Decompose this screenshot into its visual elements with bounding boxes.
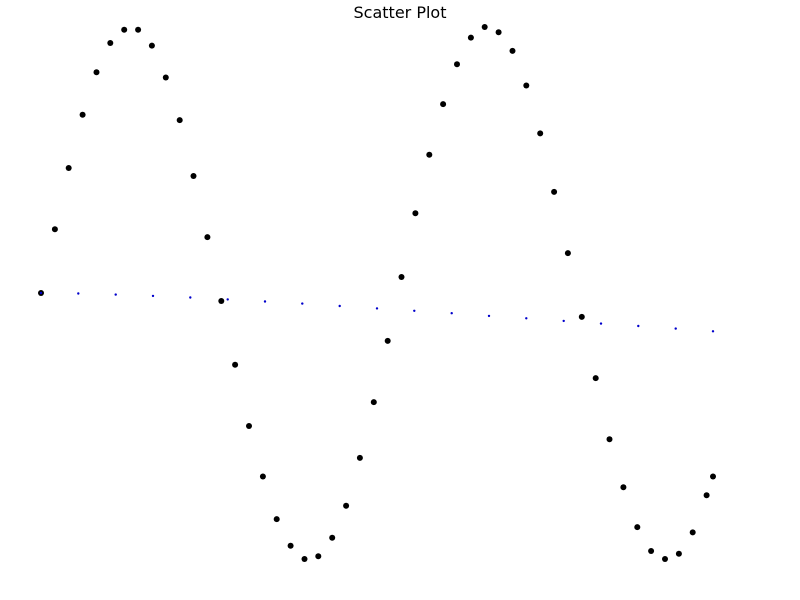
series-2-point bbox=[637, 324, 640, 328]
series-1-point bbox=[412, 210, 419, 217]
series-1-point bbox=[523, 82, 530, 89]
series-1-point bbox=[634, 524, 641, 531]
series-1-point bbox=[301, 556, 308, 562]
series-1-point bbox=[398, 274, 405, 280]
series-1-point bbox=[551, 188, 558, 195]
series-1-point bbox=[246, 423, 252, 429]
series-2-point bbox=[375, 307, 379, 310]
series-1-point bbox=[79, 111, 86, 118]
series-1-point bbox=[648, 548, 655, 554]
series-2-point bbox=[226, 298, 229, 301]
series-1-point bbox=[65, 165, 72, 171]
series-1-point bbox=[204, 234, 211, 241]
series-2-point bbox=[263, 300, 267, 303]
series-1-point bbox=[107, 40, 114, 46]
series-1-point bbox=[232, 361, 239, 368]
series-1-point bbox=[592, 375, 599, 382]
series-1-point bbox=[329, 534, 336, 541]
series-1-point bbox=[620, 484, 627, 491]
series-2-point bbox=[189, 296, 192, 299]
series-2-point bbox=[711, 330, 715, 333]
series-1-point bbox=[218, 298, 225, 304]
series-2-point bbox=[450, 312, 453, 315]
series-1-point bbox=[162, 74, 169, 81]
series-2 bbox=[39, 291, 715, 333]
series-2-point bbox=[562, 319, 565, 323]
series-1-point bbox=[190, 173, 197, 179]
series-1-point bbox=[356, 454, 363, 461]
series-1-point bbox=[176, 117, 183, 124]
series-2-point bbox=[525, 317, 528, 320]
series-1-point bbox=[703, 492, 710, 499]
series-1-point bbox=[495, 29, 502, 36]
series-1-point bbox=[440, 101, 447, 108]
series-1-point bbox=[710, 473, 716, 480]
series-1-point bbox=[606, 436, 613, 443]
series-1-point bbox=[454, 61, 460, 68]
series-1-point bbox=[578, 313, 585, 320]
series-2-point bbox=[114, 293, 117, 296]
series-1-point bbox=[467, 34, 474, 41]
series-1-point bbox=[675, 550, 682, 557]
series-2-point bbox=[338, 304, 341, 308]
series-1-point bbox=[273, 516, 280, 523]
series-1-point bbox=[481, 24, 488, 30]
series-2-point bbox=[151, 294, 155, 298]
series-1-point bbox=[121, 26, 128, 33]
plot-area bbox=[38, 24, 716, 562]
series-1-point bbox=[315, 553, 322, 560]
series-1-point bbox=[537, 130, 544, 137]
series-1 bbox=[38, 24, 716, 562]
series-2-point bbox=[301, 302, 304, 305]
series-1-point bbox=[689, 529, 696, 536]
series-1-point bbox=[287, 542, 294, 549]
series-1-point bbox=[426, 151, 433, 158]
series-1-point bbox=[51, 226, 58, 233]
chart-title: Scatter Plot bbox=[353, 3, 447, 22]
series-2-point bbox=[77, 292, 80, 295]
series-1-point bbox=[259, 473, 266, 480]
series-2-point bbox=[39, 291, 43, 295]
series-1-point bbox=[148, 42, 155, 49]
series-1-point bbox=[564, 250, 571, 257]
series-1-point bbox=[135, 26, 142, 33]
series-1-point bbox=[384, 337, 391, 344]
series-1-point bbox=[509, 47, 516, 54]
series-1-point bbox=[343, 502, 350, 509]
series-2-point bbox=[599, 322, 603, 325]
series-2-point bbox=[674, 327, 677, 330]
series-2-point bbox=[487, 314, 491, 318]
series-1-point bbox=[370, 399, 377, 406]
series-1-point bbox=[662, 556, 668, 562]
series-2-point bbox=[413, 309, 416, 312]
series-1-point bbox=[93, 69, 100, 76]
